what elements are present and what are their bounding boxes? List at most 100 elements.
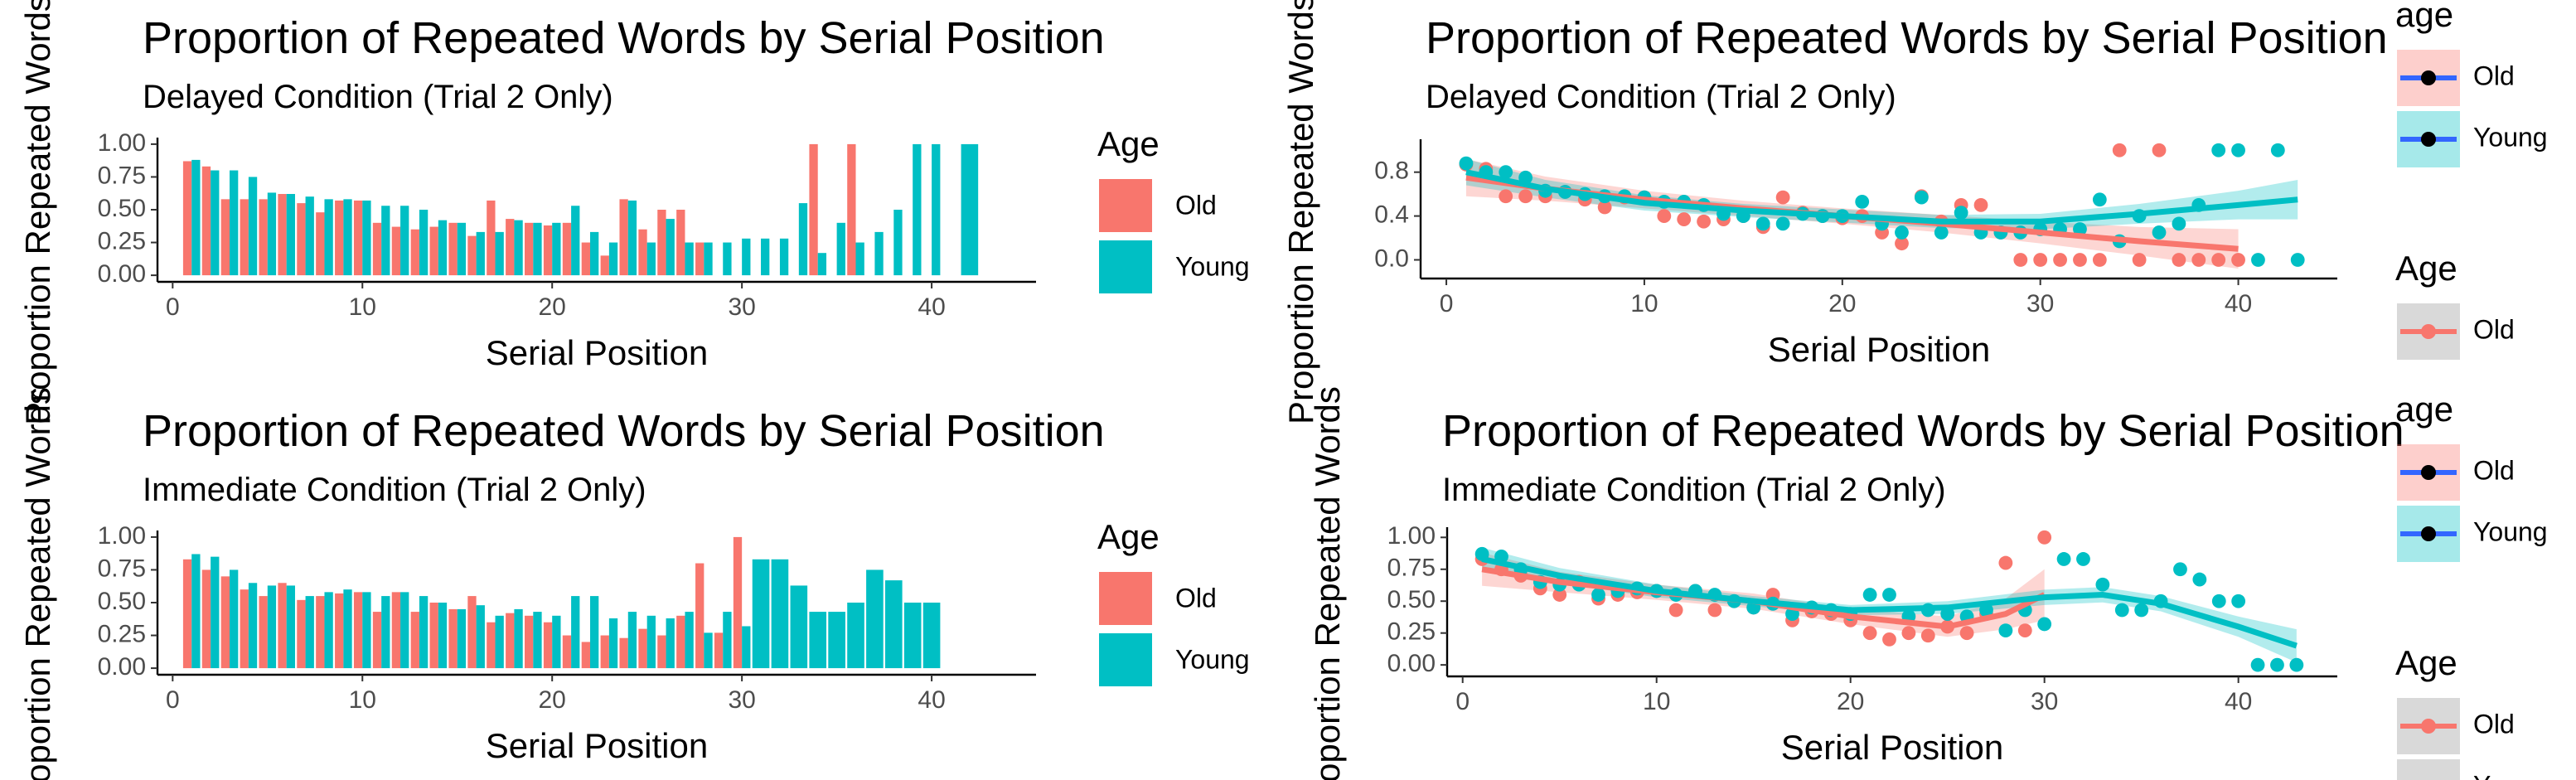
bar (742, 238, 751, 276)
y-tick-label: 0.25 (98, 620, 146, 647)
point (2211, 143, 2226, 157)
legend-key (2397, 759, 2460, 780)
bar (487, 200, 496, 276)
point (2037, 530, 2052, 545)
bar (695, 242, 705, 276)
bar (685, 612, 694, 669)
bar (790, 585, 808, 669)
point (1552, 588, 1567, 602)
bar (589, 596, 599, 669)
point (1901, 626, 1916, 641)
chart-subtitle: Delayed Condition (Trial 2 Only) (1426, 79, 1896, 115)
point (2172, 216, 2186, 231)
bar (893, 210, 903, 276)
x-tick-label: 20 (1837, 688, 1864, 715)
bar (487, 622, 496, 669)
bar (457, 222, 467, 276)
bar (201, 569, 211, 669)
y-tick-label: 0.00 (98, 260, 146, 288)
x-tick-label: 40 (2225, 290, 2252, 317)
bar (676, 210, 685, 276)
point (1657, 209, 1672, 223)
point (1591, 588, 1605, 602)
bar (619, 199, 628, 276)
bar (809, 143, 818, 276)
bar (514, 608, 523, 669)
bar (646, 242, 656, 276)
bar (495, 615, 504, 669)
bar (627, 612, 637, 669)
point (2191, 253, 2206, 267)
x-tick-label: 0 (166, 293, 180, 321)
y-axis-label: Proportion Repeated Words (1308, 386, 1347, 780)
chart-title: Proportion of Repeated Words by Serial P… (1442, 406, 2404, 456)
bar (600, 635, 609, 669)
point (1775, 190, 1790, 205)
bar (400, 206, 409, 276)
bar (278, 194, 287, 276)
confidence-band (1482, 547, 2297, 663)
bar (798, 203, 808, 276)
bar (240, 589, 249, 669)
bar (761, 238, 770, 276)
point (2211, 253, 2226, 267)
bar (685, 242, 694, 276)
legend-title: Age (1097, 124, 1160, 163)
bar (533, 222, 542, 276)
bar (779, 238, 789, 276)
legend-key (1099, 633, 1152, 686)
bar (506, 219, 515, 276)
legend-label: Young (2473, 770, 2548, 780)
bar (220, 576, 230, 669)
bar (381, 596, 390, 669)
x-tick-label: 0 (166, 686, 180, 714)
bar (476, 231, 485, 276)
bar (286, 585, 295, 669)
x-tick-label: 20 (539, 686, 566, 714)
bar (627, 200, 637, 276)
x-tick-label: 40 (918, 686, 945, 714)
bar (286, 194, 295, 276)
bar (608, 618, 618, 669)
figure-content: Proportion of Repeated Words by Serial P… (18, 0, 2548, 780)
bar (448, 608, 458, 669)
bar (619, 637, 628, 669)
x-tick-label: 10 (349, 293, 376, 321)
x-tick-label: 0 (1455, 688, 1470, 715)
bar (884, 580, 903, 669)
point (2073, 253, 2087, 267)
y-tick-label: 0.25 (1387, 618, 1436, 646)
x-tick-label: 20 (1828, 290, 1856, 317)
bar (324, 592, 333, 669)
legend-label: Young (1175, 251, 1250, 281)
point (2270, 143, 2285, 157)
chart-subtitle: Delayed Condition (Trial 2 Only) (143, 79, 613, 115)
x-tick-label: 30 (728, 293, 755, 321)
bar (391, 592, 401, 669)
point (2250, 657, 2265, 672)
smooth-line (1465, 169, 2298, 225)
bar (248, 177, 258, 276)
point (1862, 588, 1877, 602)
point (2114, 603, 2129, 618)
bar (182, 161, 192, 276)
point (1895, 236, 1909, 251)
point (2173, 562, 2187, 577)
point (2134, 603, 2149, 618)
bar (525, 222, 534, 276)
bar (438, 603, 448, 669)
point (2192, 572, 2207, 587)
point (1998, 555, 2013, 570)
bar (817, 253, 827, 276)
y-tick-label: 0.00 (98, 653, 146, 681)
point (1934, 225, 1949, 240)
bar (316, 212, 325, 276)
point (2231, 253, 2245, 267)
bar (410, 612, 419, 669)
point (2017, 623, 2032, 638)
bar (419, 596, 429, 669)
point (1895, 225, 1909, 240)
x-tick-label: 30 (728, 686, 755, 714)
legend-label: Old (1175, 190, 1217, 220)
point (2231, 143, 2245, 157)
